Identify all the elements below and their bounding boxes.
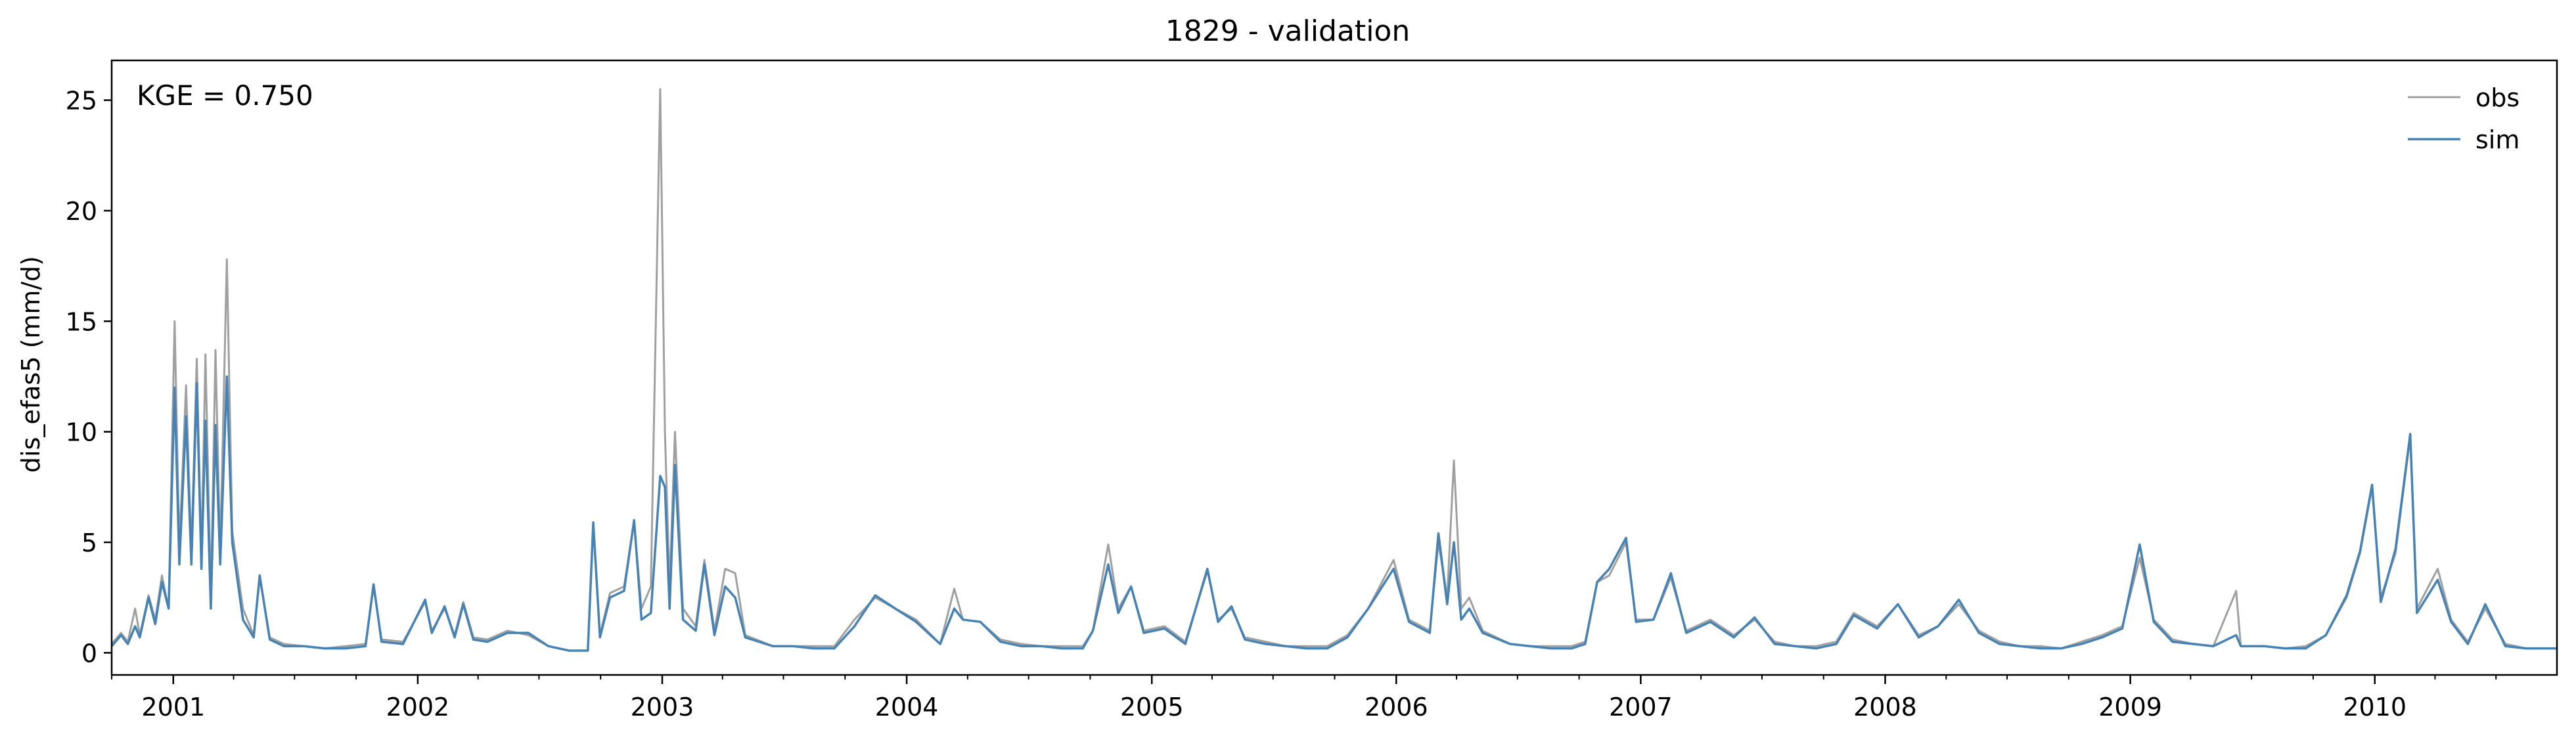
x-tick-label: 2007: [1609, 693, 1673, 722]
x-tick-label: 2005: [1120, 693, 1184, 722]
y-tick-label: 10: [66, 418, 97, 447]
x-axis-ticks: 2001 2002 2003 2004 2005 2006 2007 2008 2009 2010: [112, 675, 2496, 722]
y-tick-label: 0: [81, 639, 97, 668]
x-tick-label: 2009: [2098, 693, 2162, 722]
series-line-obs: [112, 89, 2557, 651]
y-tick-label: 20: [66, 197, 97, 226]
y-axis-label: dis_efas5 (mm/d): [16, 256, 45, 473]
x-tick-label: 2010: [2343, 693, 2407, 722]
series-layer: [112, 89, 2557, 651]
y-tick-label: 15: [66, 307, 97, 336]
series-line-sim: [112, 377, 2557, 651]
x-tick-label: 2002: [386, 693, 450, 722]
y-tick-label: 5: [81, 529, 97, 557]
plot-frame: [112, 60, 2557, 675]
x-tick-label: 2003: [631, 693, 694, 722]
kge-annotation: KGE = 0.750: [137, 79, 313, 112]
y-tick-label: 25: [66, 87, 97, 116]
legend-label-obs: obs: [2475, 83, 2520, 112]
legend-label-sim: sim: [2475, 125, 2520, 154]
x-tick-label: 2008: [1853, 693, 1917, 722]
x-tick-label: 2004: [875, 693, 939, 722]
legend: obs sim: [2408, 83, 2520, 154]
x-tick-label: 2001: [141, 693, 205, 722]
y-axis-ticks: 0 5 10 15 20 25: [66, 87, 112, 668]
x-tick-label: 2006: [1365, 693, 1428, 722]
chart-title: 1829 - validation: [1165, 14, 1410, 48]
